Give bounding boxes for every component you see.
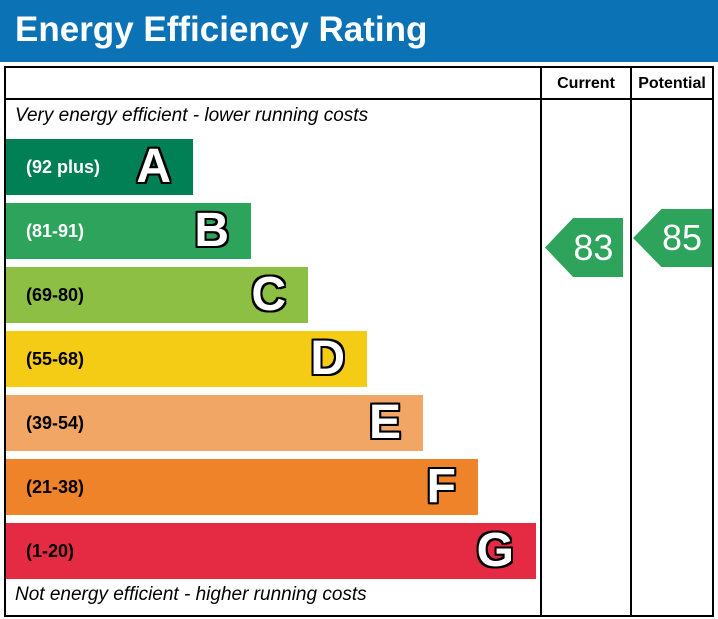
band-row-f: (21-38) F [6, 459, 478, 515]
band-letter: B [194, 204, 229, 257]
band-row-a: (92 plus) A [6, 139, 193, 195]
band-range-label: (81-91) [26, 220, 85, 241]
band-letter: C [251, 268, 286, 321]
rating-table: Current Potential Very energy efficient … [4, 66, 714, 617]
band-letter: E [368, 396, 401, 449]
bottom-caption: Not energy efficient - higher running co… [15, 584, 367, 605]
band-letter: F [426, 460, 456, 513]
band-range-label: (69-80) [26, 284, 85, 305]
band-row-e: (39-54) E [6, 395, 423, 451]
band-range-label: (92 plus) [26, 156, 101, 177]
band-letter: G [476, 524, 514, 577]
potential-rating-arrow: 85 [633, 209, 712, 267]
band-row-c: (69-80) C [6, 267, 308, 323]
band-letter: A [136, 140, 171, 193]
column-divider-current [540, 68, 542, 615]
band-row-d: (55-68) D [6, 331, 367, 387]
page-title: Energy Efficiency Rating [15, 10, 428, 49]
band-range-label: (1-20) [26, 540, 75, 561]
table-header-row: Current Potential [6, 68, 712, 100]
current-column-header: Current [557, 75, 615, 92]
band-row-g: (1-20) G [6, 523, 536, 579]
band-letter: D [310, 332, 345, 385]
current-rating-value: 83 [573, 226, 614, 268]
potential-rating-value: 85 [661, 217, 702, 258]
band-row-b: (81-91) B [6, 203, 251, 259]
column-divider-potential [630, 68, 632, 615]
band-range-label: (55-68) [26, 348, 85, 369]
band-range-label: (39-54) [26, 412, 85, 433]
top-caption: Very energy efficient - lower running co… [15, 105, 369, 126]
band-range-label: (21-38) [26, 476, 85, 497]
title-bar: Energy Efficiency Rating [0, 0, 718, 62]
potential-column-header: Potential [638, 75, 706, 92]
current-rating-arrow: 83 [545, 218, 623, 277]
